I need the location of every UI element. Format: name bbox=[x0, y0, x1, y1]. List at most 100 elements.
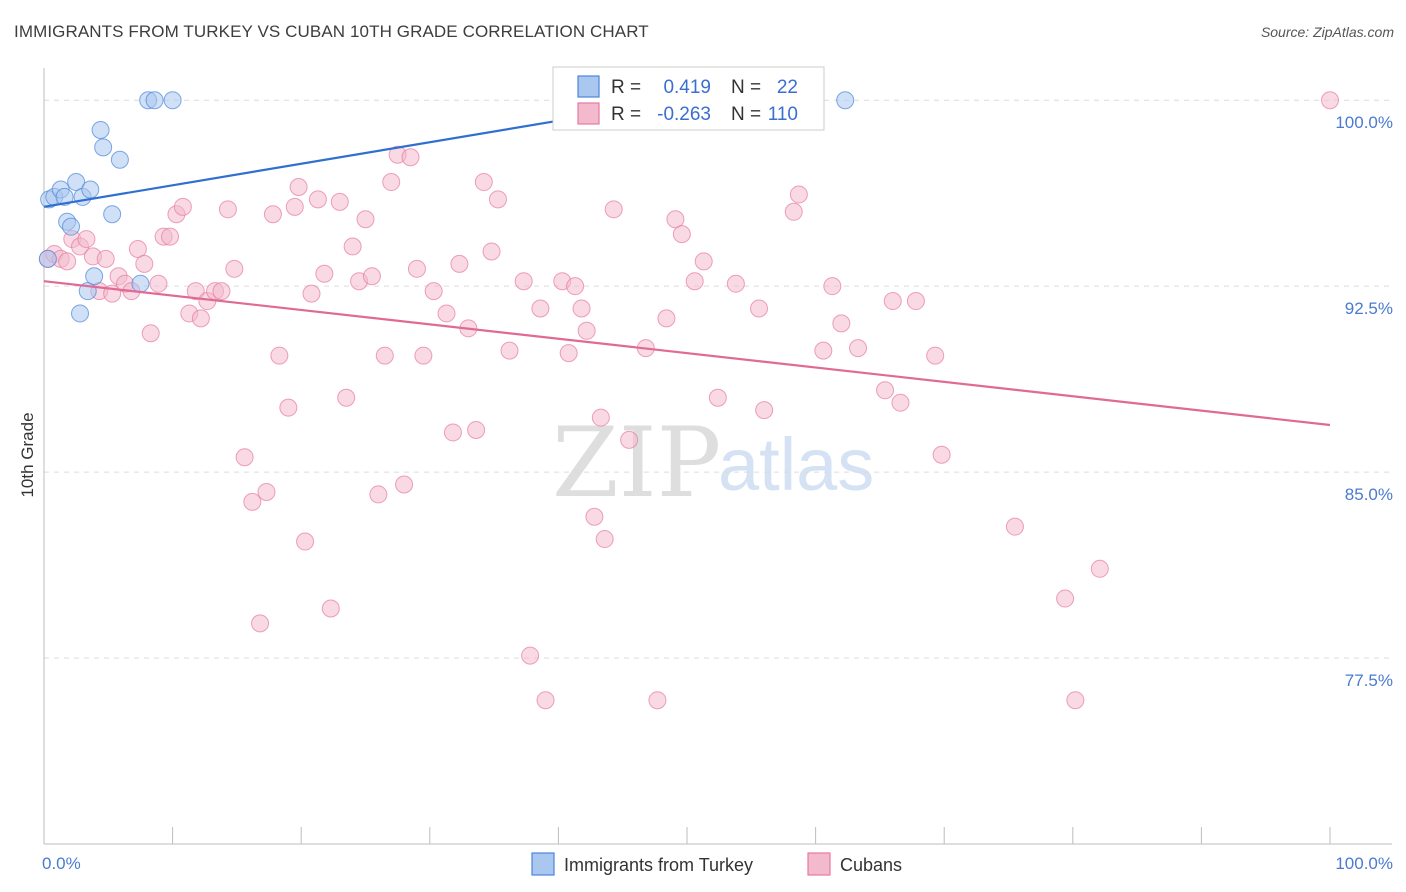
cubans-point[interactable] bbox=[572, 299, 591, 318]
cubans-point[interactable] bbox=[585, 507, 604, 526]
cubans-point[interactable] bbox=[832, 314, 851, 333]
turkey-point[interactable] bbox=[163, 91, 182, 110]
cubans-point[interactable] bbox=[932, 445, 951, 464]
cubans-point[interactable] bbox=[488, 190, 507, 209]
turkey-point[interactable] bbox=[94, 138, 113, 157]
cubans-point[interactable] bbox=[407, 259, 426, 278]
cubans-point[interactable] bbox=[595, 530, 614, 549]
cubans-point[interactable] bbox=[225, 259, 244, 278]
cubans-point[interactable] bbox=[135, 254, 154, 273]
cubans-point[interactable] bbox=[96, 249, 115, 268]
cubans-point[interactable] bbox=[337, 388, 356, 407]
cubans-point[interactable] bbox=[173, 197, 192, 216]
cubans-point[interactable] bbox=[536, 691, 555, 710]
cubans-point[interactable] bbox=[362, 267, 381, 286]
cubans-point[interactable] bbox=[672, 225, 691, 244]
cubans-point[interactable] bbox=[876, 381, 895, 400]
cubans-point[interactable] bbox=[789, 185, 808, 204]
cubans-point[interactable] bbox=[726, 274, 745, 293]
cubans-point[interactable] bbox=[559, 344, 578, 363]
cubans-point[interactable] bbox=[500, 341, 519, 360]
turkey-point[interactable] bbox=[131, 274, 150, 293]
cubans-point[interactable] bbox=[1056, 589, 1075, 608]
cubans-point[interactable] bbox=[161, 227, 180, 246]
cubans-point[interactable] bbox=[474, 173, 493, 192]
turkey-point[interactable] bbox=[38, 249, 57, 268]
cubans-point[interactable] bbox=[666, 210, 685, 229]
cubans-point[interactable] bbox=[141, 324, 160, 343]
cubans-point[interactable] bbox=[891, 393, 910, 412]
cubans-point[interactable] bbox=[450, 254, 469, 273]
cubans-point[interactable] bbox=[308, 190, 327, 209]
cubans-point[interactable] bbox=[263, 205, 282, 224]
cubans-point[interactable] bbox=[296, 532, 315, 551]
cubans-point[interactable] bbox=[395, 475, 414, 494]
cubans-point[interactable] bbox=[401, 148, 420, 167]
cubans-point[interactable] bbox=[424, 282, 443, 301]
cubans-point[interactable] bbox=[77, 230, 96, 249]
cubans-point[interactable] bbox=[784, 202, 803, 221]
turkey-point[interactable] bbox=[62, 217, 81, 236]
turkey-point[interactable] bbox=[71, 304, 90, 323]
cubans-point[interactable] bbox=[1066, 691, 1085, 710]
cubans-point[interactable] bbox=[604, 200, 623, 219]
legend-item-cubans[interactable]: Cubans bbox=[807, 852, 902, 876]
cubans-point[interactable] bbox=[883, 292, 902, 311]
cubans-point[interactable] bbox=[58, 252, 77, 271]
legend-item-turkey[interactable]: Immigrants from Turkey bbox=[531, 852, 753, 876]
cubans-point[interactable] bbox=[356, 210, 375, 229]
cubans-point[interactable] bbox=[191, 309, 210, 328]
cubans-point[interactable] bbox=[128, 239, 147, 258]
cubans-point[interactable] bbox=[566, 277, 585, 296]
cubans-point[interactable] bbox=[814, 341, 833, 360]
cubans-point[interactable] bbox=[218, 200, 237, 219]
cubans-point[interactable] bbox=[382, 173, 401, 192]
cubans-point[interactable] bbox=[243, 492, 262, 511]
cubans-point[interactable] bbox=[482, 242, 501, 261]
cubans-point[interactable] bbox=[149, 274, 168, 293]
cubans-point[interactable] bbox=[823, 277, 842, 296]
cubans-point[interactable] bbox=[708, 388, 727, 407]
cubans-point[interactable] bbox=[270, 346, 289, 365]
cubans-point[interactable] bbox=[750, 299, 769, 318]
cubans-point[interactable] bbox=[521, 646, 540, 665]
cubans-point[interactable] bbox=[437, 304, 456, 323]
cubans-point[interactable] bbox=[279, 398, 298, 417]
cubans-point[interactable] bbox=[443, 423, 462, 442]
cubans-point[interactable] bbox=[926, 346, 945, 365]
cubans-point[interactable] bbox=[315, 264, 334, 283]
cubans-point[interactable] bbox=[369, 485, 388, 504]
cubans-point[interactable] bbox=[648, 691, 667, 710]
cubans-point[interactable] bbox=[906, 292, 925, 311]
cubans-point[interactable] bbox=[755, 401, 774, 420]
cubans-point[interactable] bbox=[251, 614, 270, 633]
cubans-point[interactable] bbox=[257, 482, 276, 501]
cubans-point[interactable] bbox=[531, 299, 550, 318]
cubans-point[interactable] bbox=[414, 346, 433, 365]
cubans-point[interactable] bbox=[289, 178, 308, 197]
cubans-point[interactable] bbox=[1090, 559, 1109, 578]
cubans-point[interactable] bbox=[302, 284, 321, 303]
cubans-point[interactable] bbox=[577, 321, 596, 340]
cubans-point[interactable] bbox=[1321, 91, 1339, 110]
turkey-point[interactable] bbox=[85, 267, 104, 286]
cubans-point[interactable] bbox=[235, 448, 254, 467]
turkey-point[interactable] bbox=[145, 91, 164, 110]
cubans-point[interactable] bbox=[186, 282, 205, 301]
cubans-point[interactable] bbox=[657, 309, 676, 328]
cubans-point[interactable] bbox=[212, 282, 231, 301]
turkey-point[interactable] bbox=[103, 205, 122, 224]
cubans-point[interactable] bbox=[685, 272, 704, 291]
cubans-point[interactable] bbox=[620, 430, 639, 449]
cubans-point[interactable] bbox=[1005, 517, 1024, 536]
turkey-point[interactable] bbox=[55, 187, 74, 206]
cubans-point[interactable] bbox=[343, 237, 362, 256]
turkey-point[interactable] bbox=[110, 150, 129, 169]
cubans-point[interactable] bbox=[285, 197, 304, 216]
cubans-point[interactable] bbox=[514, 272, 533, 291]
turkey-point[interactable] bbox=[67, 173, 86, 192]
turkey-point[interactable] bbox=[91, 120, 110, 139]
cubans-point[interactable] bbox=[591, 408, 610, 427]
turkey-point[interactable] bbox=[836, 91, 855, 110]
cubans-point[interactable] bbox=[467, 420, 486, 439]
